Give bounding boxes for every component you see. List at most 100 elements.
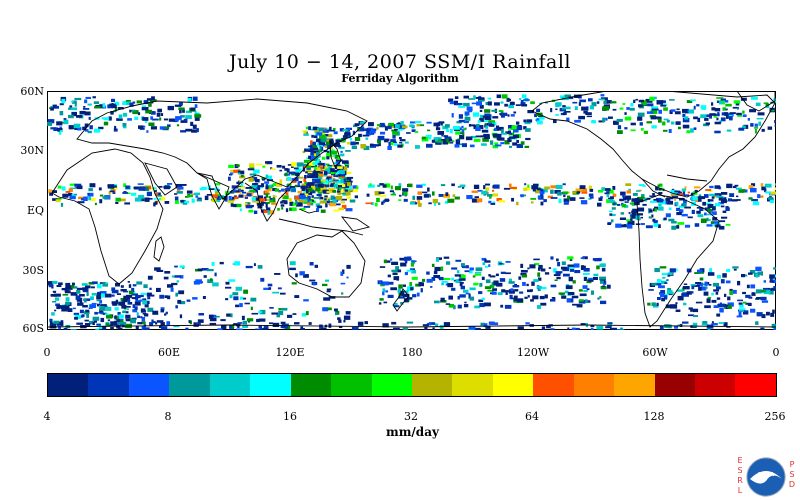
- rain-cell: [121, 299, 128, 303]
- rain-cell: [184, 200, 190, 204]
- rain-cell: [270, 168, 276, 170]
- rain-cell: [95, 105, 101, 108]
- rain-cell: [441, 282, 444, 286]
- rain-cell: [751, 96, 758, 100]
- rain-cell: [675, 209, 682, 211]
- rain-cell: [92, 316, 100, 321]
- rain-cell: [342, 269, 345, 274]
- rain-cell: [264, 190, 269, 194]
- rain-cell: [738, 311, 742, 316]
- rain-cell: [562, 105, 566, 108]
- rain-cell: [91, 197, 96, 201]
- rain-cell: [270, 167, 273, 170]
- rain-cell: [557, 262, 561, 267]
- colorbar-swatch-3: [169, 374, 210, 396]
- rain-cell: [220, 319, 226, 322]
- rain-cell: [249, 173, 257, 176]
- rain-cell: [636, 197, 644, 203]
- rain-cell: [308, 199, 312, 202]
- rain-cell: [484, 118, 492, 121]
- rain-cell: [251, 176, 258, 181]
- rain-cell: [208, 314, 214, 319]
- rain-cell: [534, 263, 540, 266]
- rain-cell: [733, 268, 737, 271]
- rain-cell: [586, 115, 592, 118]
- rain-cell: [613, 120, 619, 125]
- rain-cell: [266, 199, 270, 201]
- rain-cell: [575, 188, 583, 192]
- rain-cell: [496, 282, 503, 287]
- rain-cell: [52, 104, 57, 109]
- rain-cell: [351, 326, 359, 330]
- rain-cell: [315, 175, 323, 180]
- rain-cell: [725, 207, 730, 211]
- rain-cell: [655, 116, 660, 119]
- rain-cell: [706, 202, 712, 205]
- rain-cell: [174, 265, 178, 268]
- rain-cell: [640, 223, 645, 226]
- rain-cell: [478, 97, 485, 102]
- rain-cell: [310, 140, 313, 145]
- rain-cell: [425, 134, 432, 137]
- rain-cell: [319, 324, 323, 329]
- rain-cell: [400, 290, 405, 295]
- rain-cell: [265, 174, 269, 178]
- rain-cell: [436, 125, 439, 130]
- rain-cell: [272, 187, 277, 192]
- rain-cell: [143, 324, 147, 327]
- rain-cell: [313, 197, 321, 199]
- rain-cell: [775, 183, 776, 186]
- rain-cell: [694, 285, 700, 287]
- rain-cell: [599, 263, 606, 267]
- rain-cell: [463, 304, 469, 308]
- rain-cell: [587, 279, 594, 282]
- rain-cell: [712, 206, 716, 211]
- rain-cell: [402, 284, 406, 287]
- rain-cell: [532, 295, 539, 300]
- rain-cell: [96, 303, 100, 307]
- rain-cell: [329, 168, 335, 170]
- map-title: July 10 − 14, 2007 SSM/I Rainfall: [228, 51, 572, 73]
- rain-cell: [340, 150, 343, 153]
- rain-cell: [485, 183, 490, 186]
- rain-cell: [683, 302, 687, 306]
- rain-cell: [510, 186, 517, 189]
- rain-cell: [214, 272, 217, 277]
- rain-cell: [608, 189, 614, 194]
- rain-cell: [340, 201, 346, 204]
- rain-cell: [257, 265, 263, 269]
- rain-cell: [468, 98, 476, 100]
- rain-cell: [266, 207, 271, 212]
- rain-cell: [390, 185, 393, 190]
- rain-cell: [580, 188, 588, 192]
- rain-cell: [610, 101, 617, 104]
- rain-cell: [326, 152, 332, 157]
- rain-cell: [68, 114, 74, 119]
- rain-cell: [97, 283, 102, 289]
- rain-cell: [325, 279, 329, 282]
- rain-cell: [328, 187, 335, 190]
- rain-cell: [585, 299, 588, 303]
- rain-cell: [171, 282, 178, 286]
- rain-cell: [167, 183, 173, 185]
- rain-cell: [137, 294, 144, 298]
- rain-cell: [492, 133, 498, 138]
- rain-cell: [466, 195, 473, 200]
- rain-cell: [86, 292, 89, 297]
- rain-cell: [57, 305, 61, 310]
- rain-cell: [141, 317, 146, 322]
- rain-cell: [194, 112, 200, 115]
- rain-cell: [140, 308, 146, 311]
- rain-cell: [125, 314, 131, 319]
- rain-cell: [716, 97, 724, 99]
- rain-cell: [703, 291, 709, 296]
- rain-cell: [234, 203, 242, 208]
- rain-cell: [682, 286, 690, 290]
- rain-cell: [309, 279, 316, 282]
- rain-field: [47, 94, 776, 330]
- rain-cell: [58, 282, 63, 285]
- rain-cell: [617, 203, 621, 206]
- rain-cell: [201, 268, 209, 271]
- rain-cell: [567, 264, 574, 267]
- rain-cell: [626, 219, 632, 222]
